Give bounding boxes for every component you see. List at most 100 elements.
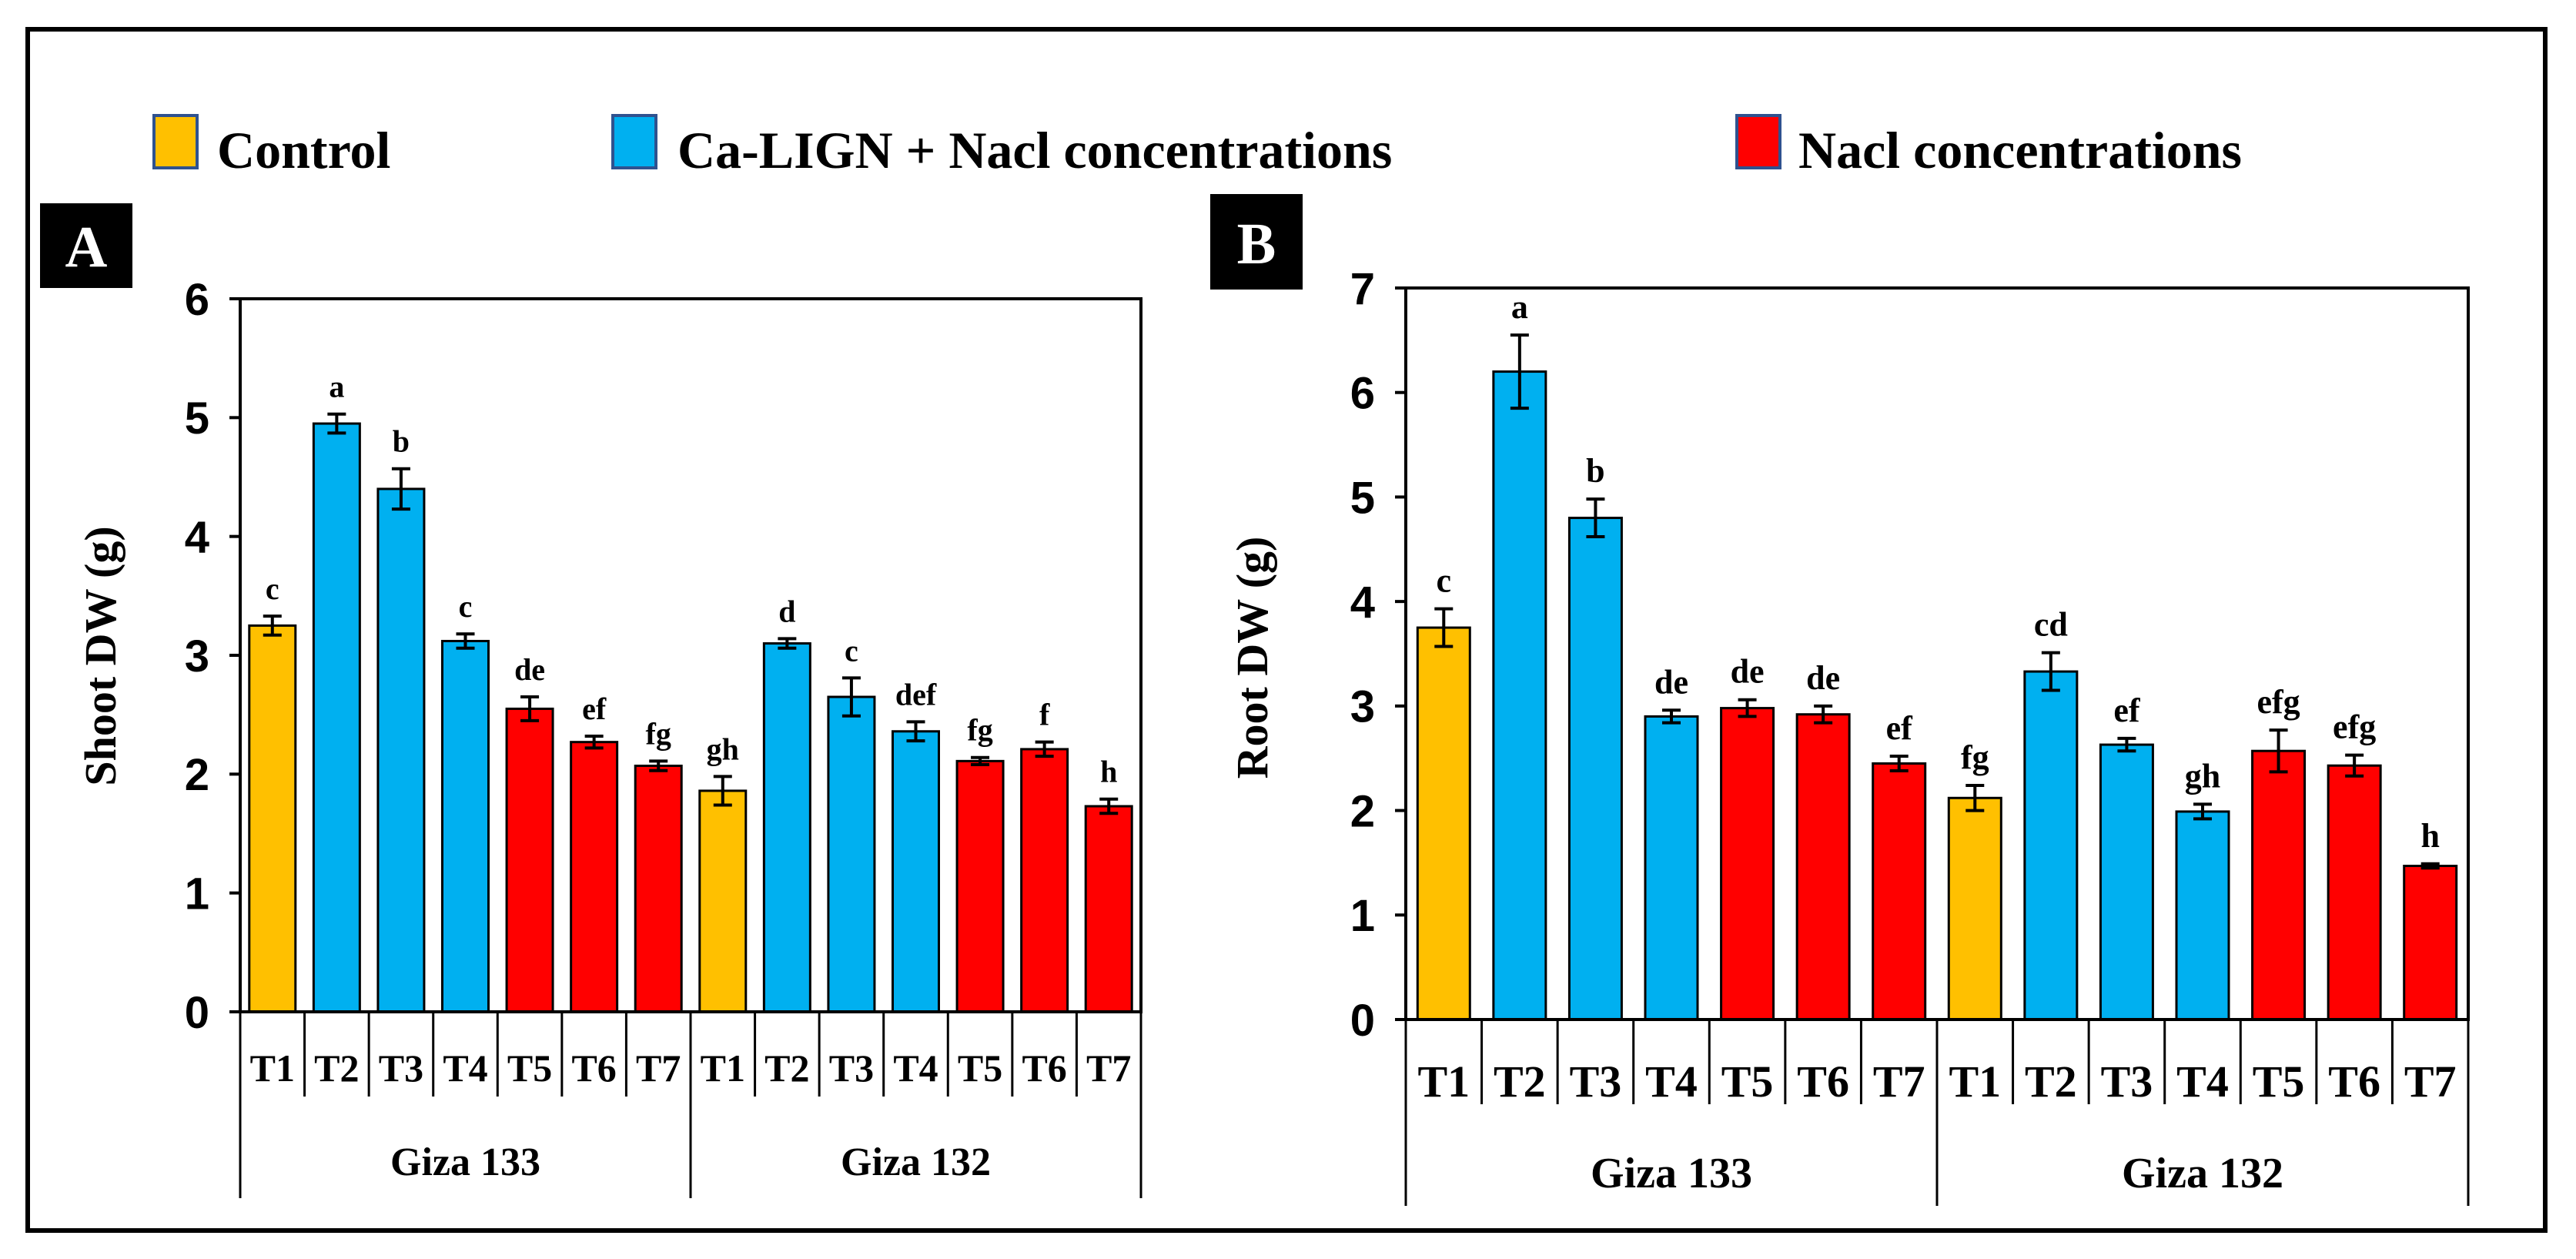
- panel-b-bar: [2175, 810, 2230, 1021]
- panel-b-sig-letter: efg: [2257, 683, 2300, 721]
- panel-a-category-label: T4: [443, 1046, 487, 1090]
- panel-a-group-label: Giza 132: [841, 1140, 991, 1184]
- panel-b-ytick-label: 1: [1350, 891, 1375, 941]
- panel-b-sig-letter: h: [2420, 817, 2439, 855]
- panel-b-ytick-label: 0: [1350, 996, 1375, 1046]
- panel-a-sig-letter: b: [393, 424, 410, 459]
- panel-b-ytick-label: 2: [1350, 786, 1375, 836]
- panel-b-ytick-label: 4: [1350, 578, 1375, 628]
- legend-item-control: Control: [152, 114, 390, 179]
- panel-b-category-label: T5: [1721, 1056, 1774, 1107]
- panel-b-category-label: T6: [1797, 1056, 1849, 1107]
- panel-a-category-label: T3: [379, 1046, 423, 1090]
- panel-b-sig-letter: ef: [2113, 691, 2141, 729]
- panel-a-bar: [634, 765, 683, 1013]
- panel-b-bar: [1795, 713, 1851, 1021]
- panel-a-sig-letter: ef: [582, 691, 607, 726]
- panel-b-bar: [2099, 743, 2154, 1021]
- panel-a-sig-letter: a: [329, 370, 344, 404]
- legend-swatch-nacl: [1735, 114, 1781, 169]
- panel-b-category-label: T1: [1949, 1056, 2001, 1107]
- panel-b-category-label: T3: [1570, 1056, 1622, 1107]
- panel-a-bar: [698, 789, 748, 1013]
- panel-a-sig-letter: c: [845, 633, 858, 668]
- panel-a-label-box: [40, 203, 132, 288]
- panel-b-sig-letter: de: [1731, 653, 1765, 691]
- legend-swatch-ca-lign: [611, 114, 657, 169]
- panel-b-category-label: T1: [1417, 1056, 1470, 1107]
- panel-a-category-label: T6: [571, 1046, 616, 1090]
- legend-label-control: Control: [217, 121, 390, 179]
- panel-a-category-label: T5: [958, 1046, 1002, 1090]
- panel-a-category-label: T3: [829, 1046, 874, 1090]
- panel-b-sig-letter: de: [1806, 659, 1840, 697]
- panel-b-category-label: T7: [2404, 1056, 2457, 1107]
- panel-a-yticks: 0 1 2 3 4 5 6: [185, 275, 240, 1038]
- panel-a-sig-letter: gh: [707, 732, 739, 766]
- panel-b-sig-letter: ef: [1886, 709, 1914, 747]
- panel-a-sig-letter: fg: [646, 716, 671, 751]
- panel-b-category-label: T4: [2176, 1056, 2229, 1107]
- panel-a-bar: [570, 741, 619, 1013]
- panel-b-bars: [1416, 370, 2458, 1021]
- panel-a-ytick-label: 4: [185, 513, 209, 563]
- panel-a-category-label: T7: [1086, 1046, 1131, 1090]
- panel-a-bar: [441, 639, 490, 1013]
- panel-a-error-bars: [263, 412, 1119, 815]
- panel-b-bar: [1720, 707, 1775, 1021]
- panel-a-sig-letter: h: [1100, 755, 1117, 789]
- panel-b-bar: [1872, 762, 1927, 1021]
- panel-b-ylabel: Root DW (g): [1227, 537, 1277, 779]
- panel-a-bar: [505, 707, 554, 1013]
- panel-a-bar: [1020, 748, 1069, 1013]
- panel-a-category-label: T1: [250, 1046, 295, 1090]
- panel-b-sig-letter: b: [1586, 452, 1604, 490]
- panel-b-category-label: T4: [1645, 1056, 1698, 1107]
- panel-a-ytick-label: 3: [185, 631, 209, 681]
- panel-b-bar: [2251, 749, 2307, 1021]
- panel-b-category-label: T5: [2253, 1056, 2305, 1107]
- panel-b-ytick-label: 7: [1350, 264, 1375, 314]
- panel-a-ytick-label: 2: [185, 750, 209, 800]
- panel-b-label-box: [1210, 194, 1303, 290]
- panel-b-bar: [2403, 865, 2458, 1021]
- panel-a-bar: [1084, 805, 1133, 1013]
- panel-a-bar: [762, 642, 811, 1013]
- panel-b-sig-letter: cd: [2034, 606, 2068, 644]
- panel-a-ytick-label: 6: [185, 275, 209, 325]
- legend-item-nacl: Nacl concentrations: [1735, 114, 2242, 179]
- legend-label-ca-lign: Ca-LIGN + Nacl concentrations: [677, 121, 1392, 179]
- panel-a-sig-letter: c: [266, 571, 279, 606]
- panel-a-ytick-label: 1: [185, 869, 209, 919]
- legend-item-ca-lign: Ca-LIGN + Nacl concentrations: [611, 114, 1392, 179]
- panel-b-bar: [1947, 796, 2002, 1021]
- panel-a: A Shoot DW (g) 0 1 2 3 4 5 6 c a b c de ef fg gh d c def…: [40, 203, 1142, 1198]
- panel-b-bar: [1416, 626, 1471, 1021]
- panel-a-category-label: T6: [1022, 1046, 1066, 1090]
- panel-b-category-label: T3: [2101, 1056, 2153, 1107]
- legend-label-nacl: Nacl concentrations: [1798, 121, 2242, 179]
- panel-a-group-label: Giza 133: [390, 1140, 540, 1184]
- panel-b-label: B: [1237, 212, 1276, 276]
- panel-a-sig-letter: fg: [967, 713, 992, 748]
- panel-a-ytick-label: 0: [185, 988, 209, 1038]
- panel-b: B Root DW (g) 0 1 2 3 4 5 6 7 c a b de de de ef fg cd ef…: [1210, 194, 2470, 1206]
- panel-a-category-label: T2: [764, 1046, 809, 1090]
- panel-b-sig-letter: a: [1511, 288, 1528, 326]
- panel-b-category-label: T7: [1873, 1056, 1925, 1107]
- panel-a-category-label: T1: [701, 1046, 745, 1090]
- panel-a-ytick-label: 5: [185, 393, 209, 444]
- panel-a-category-label: T5: [507, 1046, 552, 1090]
- panel-a-sig-letter: f: [1039, 698, 1050, 732]
- panel-b-group-label: Giza 133: [1591, 1150, 1752, 1197]
- panel-a-xaxis: T1 T2 T3 T4 T5 T6 T7 T1 T2 T3 T4 T5 T6 T7 Giza 133 Giza…: [239, 1012, 1142, 1198]
- panel-b-bar: [1567, 517, 1623, 1021]
- panel-b-sig-letter: c: [1437, 562, 1452, 600]
- panel-a-ylabel: Shoot DW (g): [75, 526, 125, 785]
- panel-a-category-label: T4: [893, 1046, 938, 1090]
- panel-a-label: A: [65, 215, 108, 280]
- panel-b-xaxis: T1 T2 T3 T4 T5 T6 T7 T1 T2 T3 T4 T5 T6 T7 Giza 133 Giza…: [1404, 1020, 2470, 1206]
